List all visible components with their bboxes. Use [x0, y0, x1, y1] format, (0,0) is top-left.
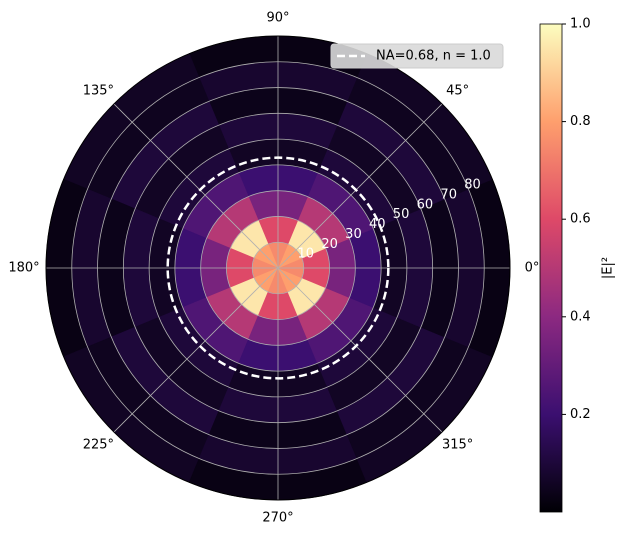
colorbar-tick-label: 0.6	[570, 212, 591, 227]
legend-label: NA=0.68, n = 1.0	[376, 49, 491, 64]
na-circle	[166, 156, 390, 380]
grid-spoke	[113, 267, 279, 433]
r-tick-label: 20	[321, 237, 338, 252]
theta-tick-label: 180°	[8, 261, 39, 276]
r-tick-label: 10	[298, 247, 315, 262]
r-tick-label: 60	[417, 197, 434, 212]
legend-box	[330, 43, 504, 69]
grid-spoke	[277, 267, 443, 433]
colorbar-tick-label: 0.4	[570, 309, 591, 324]
polar-frame	[45, 35, 511, 501]
theta-tick-label: 315°	[442, 437, 473, 452]
r-tick-label: 70	[440, 187, 457, 202]
r-tick-label: 40	[369, 217, 386, 232]
theta-tick-label: 225°	[83, 437, 114, 452]
colorbar-label: |E|²	[601, 257, 616, 279]
theta-tick-label: 90°	[266, 11, 289, 26]
legend: NA=0.68, n = 1.0	[330, 43, 504, 69]
theta-tick-label: 0°	[525, 261, 540, 276]
grid-spoke	[113, 103, 279, 269]
theta-tick-label: 135°	[83, 84, 114, 99]
r-tick-label: 80	[464, 178, 481, 193]
colorbar-tick-label: 0.2	[570, 407, 591, 422]
colorbar-tick-label: 0.8	[570, 114, 591, 129]
r-tick-label: 50	[393, 207, 410, 222]
theta-tick-label: 270°	[262, 511, 293, 526]
heatmap	[45, 35, 511, 501]
colorbar	[539, 23, 563, 513]
r-tick-label: 30	[345, 227, 362, 242]
theta-tick-label: 45°	[446, 84, 469, 99]
grid-spoke	[277, 103, 443, 269]
colorbar-tick-label: 1.0	[570, 17, 591, 32]
